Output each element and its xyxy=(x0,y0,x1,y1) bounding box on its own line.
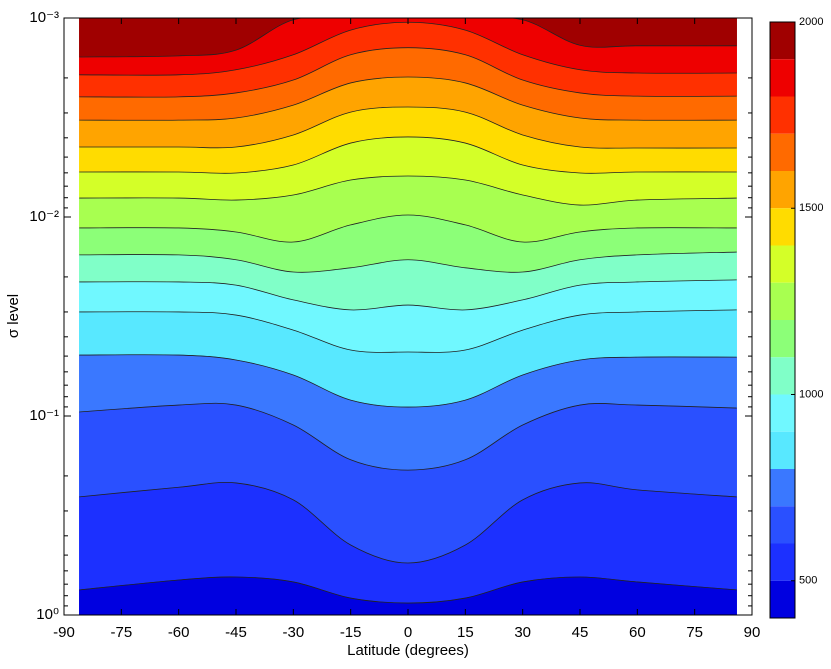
y-tick-label: 10⁻¹ xyxy=(29,407,59,424)
contour-line xyxy=(79,482,737,564)
x-tick-label: -30 xyxy=(282,624,304,641)
colorbar-swatch xyxy=(770,282,795,320)
y-tick-label: 10⁰ xyxy=(36,606,59,623)
colorbar-tick-label: 500 xyxy=(799,575,817,587)
x-tick-label: 60 xyxy=(629,624,646,641)
y-axis-label: σ level xyxy=(5,294,22,338)
contour-fill-group xyxy=(79,18,737,615)
colorbar-swatch xyxy=(770,59,795,97)
colorbar-swatch xyxy=(770,133,795,171)
axes: -90 -75 -60 -45 -30 -15 0 15 30 45 60 75 90 10⁻³ 10⁻² 1… xyxy=(29,9,823,641)
contour-line-group xyxy=(79,18,737,604)
x-tick-label: -75 xyxy=(110,624,132,641)
x-tick-label: -60 xyxy=(168,624,190,641)
x-tick-label: 90 xyxy=(744,624,761,641)
colorbar-swatch xyxy=(770,543,795,581)
colorbar-swatch xyxy=(770,394,795,432)
x-tick-label: 75 xyxy=(686,624,703,641)
y-tick-label: 10⁻² xyxy=(29,208,59,225)
colorbar-swatch xyxy=(770,506,795,544)
contour-line xyxy=(79,18,737,58)
contour-line xyxy=(79,106,737,149)
contour-line xyxy=(79,76,737,121)
colorbar-swatch xyxy=(770,208,795,246)
contour-line xyxy=(79,402,737,471)
contour-line xyxy=(79,309,737,353)
colorbar-tick-label: 1000 xyxy=(799,388,823,400)
colorbar-swatch xyxy=(770,580,795,618)
colorbar-swatch xyxy=(770,22,795,60)
contour-line xyxy=(79,354,737,408)
colorbar-swatch xyxy=(770,431,795,469)
colorbar-swatch xyxy=(770,320,795,358)
contour-line xyxy=(79,214,737,243)
y-tick-label: 10⁻³ xyxy=(29,9,59,26)
x-tick-label: 45 xyxy=(572,624,589,641)
x-tick-label: 0 xyxy=(404,624,412,641)
x-tick-label: -45 xyxy=(225,624,247,641)
colorbar-tick-label: 2000 xyxy=(799,16,823,28)
contour-line xyxy=(79,279,737,311)
contour-line xyxy=(79,576,737,604)
x-axis-label: Latitude (degrees) xyxy=(347,642,469,659)
colorbar-tick-label: 1500 xyxy=(799,202,823,214)
colorbar-swatch xyxy=(770,469,795,507)
contour-line xyxy=(79,175,737,206)
colorbar-swatch xyxy=(770,245,795,283)
colorbar-swatch xyxy=(770,96,795,134)
contour-line xyxy=(79,136,737,174)
colorbar-swatch xyxy=(770,357,795,395)
x-tick-label: 15 xyxy=(457,624,474,641)
colorbar-swatch xyxy=(770,171,795,209)
contour-line xyxy=(79,251,737,273)
colorbar-frame xyxy=(769,21,796,619)
x-tick-label: 30 xyxy=(514,624,531,641)
x-tick-label: -15 xyxy=(340,624,362,641)
contour-line xyxy=(79,47,737,98)
x-tick-label: -90 xyxy=(53,624,75,641)
